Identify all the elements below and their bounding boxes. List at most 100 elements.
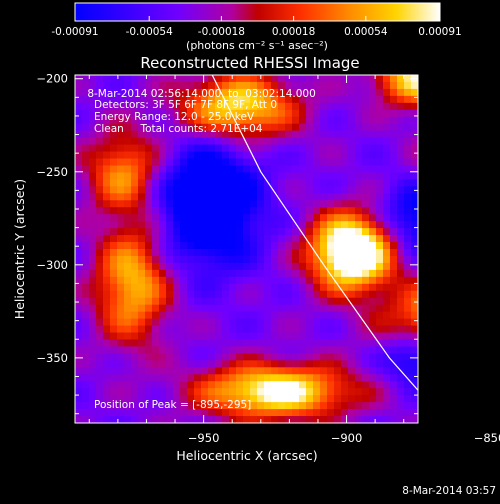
heatmap-pixel xyxy=(278,374,286,382)
heatmap-pixel xyxy=(285,200,293,208)
heatmap-pixel xyxy=(89,228,97,236)
heatmap-pixel xyxy=(124,276,132,285)
heatmap-pixel xyxy=(376,249,384,257)
heatmap-pixel xyxy=(243,374,251,382)
heatmap-pixel xyxy=(89,207,97,215)
heatmap-pixel xyxy=(159,102,167,111)
heatmap-pixel xyxy=(397,409,405,417)
heatmap-pixel xyxy=(159,179,167,187)
heatmap-pixel xyxy=(208,388,216,396)
heatmap-pixel xyxy=(383,193,391,201)
heatmap-pixel xyxy=(285,221,293,229)
heatmap-pixel xyxy=(257,81,265,90)
heatmap-pixel xyxy=(96,102,104,111)
heatmap-pixel xyxy=(320,214,328,222)
heatmap-pixel xyxy=(292,416,300,423)
heatmap-pixel xyxy=(166,402,174,410)
heatmap-pixel xyxy=(229,311,237,320)
heatmap-pixel xyxy=(306,179,314,187)
heatmap-pixel xyxy=(390,353,398,361)
heatmap-pixel xyxy=(299,381,307,389)
heatmap-pixel xyxy=(124,186,132,194)
heatmap-pixel xyxy=(278,130,286,139)
heatmap-pixel xyxy=(383,165,391,174)
heatmap-pixel xyxy=(348,235,356,243)
heatmap-pixel xyxy=(124,172,132,180)
heatmap-pixel xyxy=(201,402,209,410)
colorbar-tick-label: -0.00018 xyxy=(198,26,245,38)
heatmap-pixel xyxy=(145,325,153,334)
heatmap-pixel xyxy=(194,193,202,201)
heatmap-pixel xyxy=(271,221,279,229)
heatmap-pixel xyxy=(257,102,265,111)
heatmap-pixel xyxy=(264,290,272,299)
heatmap-pixel xyxy=(313,409,321,417)
heatmap-pixel xyxy=(355,95,363,104)
heatmap-pixel xyxy=(292,304,300,313)
heatmap-pixel xyxy=(208,297,216,306)
heatmap-pixel xyxy=(250,249,258,257)
heatmap-pixel xyxy=(82,214,90,222)
heatmap-pixel xyxy=(159,311,167,320)
heatmap-pixel xyxy=(82,242,90,250)
heatmap-pixel xyxy=(327,353,335,361)
heatmap-pixel xyxy=(201,186,209,194)
heatmap-pixel xyxy=(180,130,188,139)
heatmap-pixel xyxy=(96,137,104,146)
heatmap-pixel xyxy=(383,242,391,250)
heatmap-pixel xyxy=(264,200,272,208)
heatmap-pixel xyxy=(159,137,167,146)
heatmap-pixel xyxy=(334,332,342,341)
heatmap-pixel xyxy=(264,297,272,306)
heatmap-pixel xyxy=(278,144,286,153)
heatmap-pixel xyxy=(145,297,153,306)
heatmap-pixel xyxy=(334,318,342,327)
heatmap-pixel xyxy=(250,311,258,320)
heatmap-pixel xyxy=(250,102,258,111)
heatmap-pixel xyxy=(278,165,286,174)
heatmap-pixel xyxy=(327,172,335,180)
heatmap-pixel xyxy=(334,346,342,354)
heatmap-pixel xyxy=(320,409,328,417)
heatmap-pixel xyxy=(96,311,104,320)
heatmap-pixel xyxy=(117,346,125,354)
heatmap-pixel xyxy=(390,95,398,104)
heatmap-pixel xyxy=(236,311,244,320)
heatmap-pixel xyxy=(173,193,181,201)
heatmap-pixel xyxy=(250,416,258,423)
heatmap-pixel xyxy=(124,75,132,83)
heatmap-pixel xyxy=(341,402,349,410)
heatmap-pixel xyxy=(138,221,146,229)
heatmap-pixel xyxy=(75,165,83,174)
heatmap-pixel xyxy=(117,88,125,97)
heatmap-pixel xyxy=(215,304,223,313)
heatmap-pixel xyxy=(411,409,418,417)
heatmap-pixel xyxy=(334,81,342,90)
heatmap-pixel xyxy=(271,214,279,222)
heatmap-pixel xyxy=(250,193,258,201)
heatmap-pixel xyxy=(131,395,139,403)
heatmap-pixel xyxy=(208,165,216,174)
heatmap-pixel xyxy=(110,269,118,278)
heatmap-pixel xyxy=(138,207,146,215)
heatmap-pixel xyxy=(96,304,104,313)
heatmap-pixel xyxy=(257,325,265,334)
heatmap-pixel xyxy=(264,367,272,375)
heatmap-pixel xyxy=(89,75,97,83)
heatmap-pixel xyxy=(278,172,286,180)
heatmap-pixel xyxy=(397,353,405,361)
heatmap-pixel xyxy=(208,151,216,160)
heatmap-pixel xyxy=(250,200,258,208)
heatmap-pixel xyxy=(278,151,286,160)
heatmap-pixel xyxy=(166,242,174,250)
heatmap-pixel xyxy=(159,255,167,264)
heatmap-pixel xyxy=(131,249,139,257)
heatmap-pixel xyxy=(285,214,293,222)
heatmap-pixel xyxy=(194,388,202,396)
heatmap-pixel xyxy=(369,130,377,139)
heatmap-pixel xyxy=(138,214,146,222)
heatmap-pixel xyxy=(201,297,209,306)
heatmap-pixel xyxy=(306,158,314,167)
heatmap-pixel xyxy=(124,179,132,187)
